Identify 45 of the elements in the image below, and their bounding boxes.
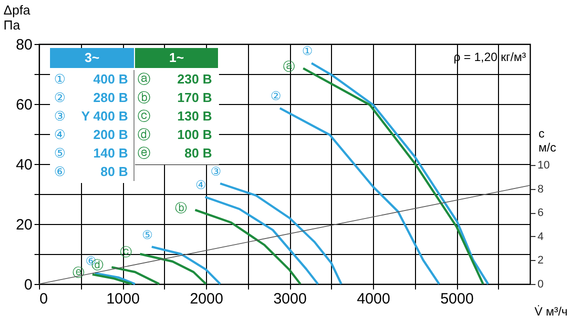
text: ⓓ 100 В [138, 126, 212, 142]
annotation: ④ [196, 178, 207, 192]
text: ⓔ 80 В [138, 145, 212, 160]
x-axis-title: V̇ м³/ч [534, 304, 568, 318]
x-tick-label: 1000 [106, 290, 140, 308]
y-tick-label: 80 [16, 36, 32, 54]
annotation: 3~ [84, 50, 100, 65]
y2-axis-title: c м/с [538, 126, 556, 154]
x-tick-label: 3000 [273, 290, 307, 308]
annotation: ③ [210, 164, 222, 178]
y2-tick-label: 6 [538, 207, 544, 220]
text: ⑥ 80 В [54, 164, 128, 179]
text: ⓒ 130 В [138, 108, 212, 124]
x-tick-label: 0 [40, 290, 48, 308]
text: ⓐ 230 В [138, 71, 212, 86]
text: ① 400 В [54, 71, 128, 86]
y2-tick-label: 4 [538, 230, 544, 243]
line-series [194, 208, 302, 286]
annotation: ⓑ [175, 200, 188, 215]
y-tick-label: 0 [24, 276, 32, 294]
annotation: ① [302, 44, 314, 58]
y-tick-label: 60 [16, 96, 32, 114]
line-series [150, 246, 222, 286]
text: ⑤ 140 В [54, 145, 128, 160]
line-series [219, 182, 342, 286]
y2-tick-label: 10 [538, 160, 550, 172]
y2-tick-label: 8 [538, 183, 544, 196]
text: ③ Y 400 В [54, 108, 128, 124]
line-series [204, 196, 319, 286]
x-tick-label: 4000 [356, 290, 390, 308]
x-tick-label: 5000 [440, 290, 474, 308]
annotation: ② [270, 89, 282, 104]
text: ⓑ 170 В [138, 90, 212, 105]
y-tick-label: 20 [16, 216, 32, 234]
annotation: ⑤ [142, 228, 154, 242]
text: ② 280 В [54, 90, 128, 105]
y-axis-title: Δpfa Па [4, 2, 32, 32]
y2-tick-label: 2 [538, 254, 544, 267]
y-tick-label: 40 [16, 156, 32, 174]
x-tick-label: 2000 [190, 290, 224, 308]
line-series [138, 252, 208, 286]
annotation: 1~ [169, 50, 184, 65]
text: ④ 200 В [54, 126, 128, 142]
y2-tick-label: 0 [538, 278, 544, 290]
line-series [278, 107, 440, 286]
